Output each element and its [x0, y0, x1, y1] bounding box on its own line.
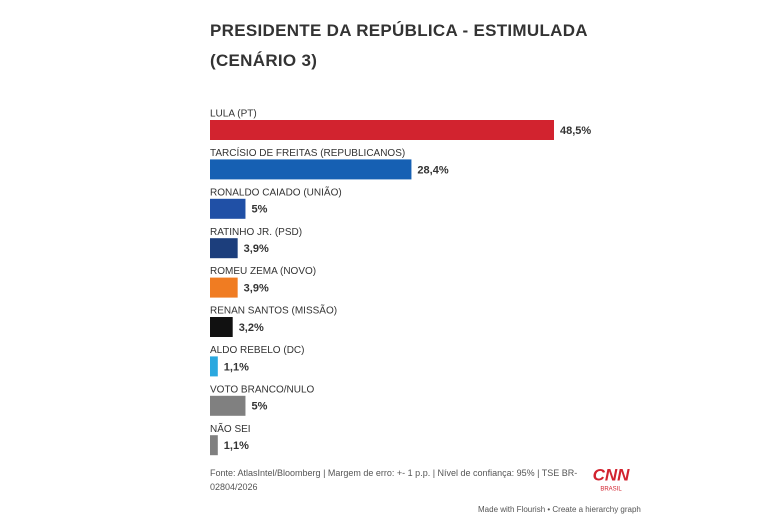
value-label: 1,1%: [224, 440, 249, 452]
value-label: 5%: [251, 204, 267, 216]
bar: [210, 435, 218, 456]
value-label: 3,9%: [244, 283, 269, 295]
value-label: 3,2%: [239, 322, 264, 334]
value-label: 5%: [251, 401, 267, 413]
logo: CNN: [593, 465, 631, 484]
bar: [210, 198, 246, 219]
bar: [210, 317, 233, 337]
category-label: ALDO REBELO (DC): [210, 345, 304, 356]
bar: [210, 395, 246, 416]
bar: [210, 238, 238, 259]
category-label: LULA (PT): [210, 109, 257, 120]
category-label: RATINHO JR. (PSD): [210, 227, 302, 238]
credit[interactable]: Made with Flourish • Create a hierarchy …: [478, 505, 641, 514]
bar: [210, 159, 412, 180]
category-label: NÃO SEI: [210, 422, 251, 435]
source: Fonte: AtlasIntel/Bloomberg | Margem de …: [210, 468, 578, 492]
category-label: VOTO BRANCO/NULO: [210, 384, 314, 395]
chart-title: PRESIDENTE DA REPÚBLICA - ESTIMULADA (CE…: [210, 21, 588, 70]
value-label: 28,4%: [417, 164, 448, 176]
value-label: 48,5%: [560, 125, 591, 137]
category-label: RONALDO CAIADO (UNIÃO): [210, 185, 342, 198]
bar: [210, 277, 238, 298]
category-label: RENAN SANTOS (MISSÃO): [210, 304, 337, 317]
bar: [210, 356, 218, 377]
value-label: 1,1%: [224, 361, 249, 373]
category-label: TARCÍSIO DE FREITAS (REPUBLICANOS): [210, 146, 405, 159]
bar: [210, 120, 554, 140]
logo-sub: BRASIL: [600, 487, 622, 493]
category-label: ROMEU ZEMA (NOVO): [210, 266, 316, 277]
value-label: 3,9%: [244, 243, 269, 255]
